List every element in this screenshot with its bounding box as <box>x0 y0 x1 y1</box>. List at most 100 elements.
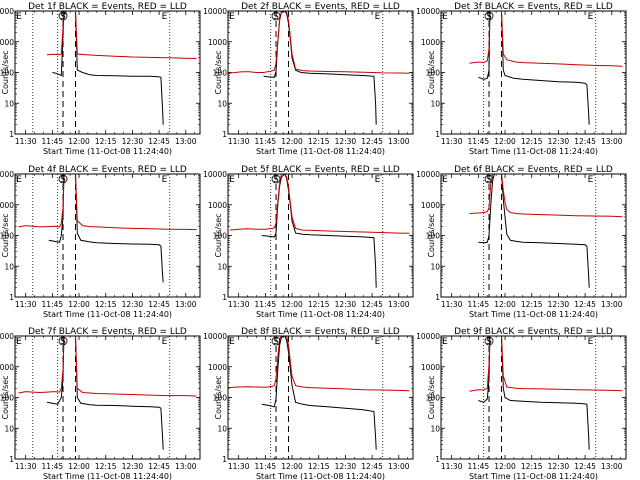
x-tick-label: 13:00 <box>601 462 623 471</box>
edge-marker-label: E <box>16 12 22 22</box>
panel-title: Det 8f BLACK = Events, RED = LLD <box>241 327 400 337</box>
x-tick-label: 13:00 <box>601 137 623 146</box>
series-line-lld <box>18 174 197 231</box>
start-marker-label: S <box>60 12 66 22</box>
edge-marker-label: E <box>442 175 448 185</box>
series-line-lld <box>18 336 197 397</box>
edge-marker-label: E <box>16 337 22 347</box>
y-axis-label: Counts/sec <box>1 213 10 257</box>
x-tick-label: 11:45 <box>468 137 490 146</box>
end-marker-label: E <box>162 12 168 22</box>
x-tick-label: 11:45 <box>42 137 64 146</box>
x-tick-label: 12:00 <box>68 300 90 309</box>
y-axis-label: Counts/sec <box>427 213 436 257</box>
series-line-events <box>478 11 590 125</box>
start-marker-circle <box>484 174 494 184</box>
start-marker-circle <box>58 174 68 184</box>
end-marker-label: E <box>162 337 168 347</box>
x-tick-label: 12:00 <box>281 137 303 146</box>
y-tick-label: 1000 <box>208 38 227 47</box>
x-tick-label: 12:15 <box>308 462 330 471</box>
y-tick-label: 1000 <box>421 201 440 210</box>
x-tick-label: 12:45 <box>361 462 383 471</box>
panel-title: Det 1f BLACK = Events, RED = LLD <box>28 2 187 12</box>
end-marker-label: E <box>588 175 594 185</box>
x-axis-label: Start Time (11-Oct-08 11:24:40) <box>256 472 385 480</box>
panel-8: Det 8f BLACK = Events, RED = LLD Counts/s… <box>203 327 414 480</box>
y-axis-label: Counts/sec <box>214 375 223 419</box>
x-tick-label: 12:45 <box>574 137 596 146</box>
x-tick-label: 11:45 <box>468 300 490 309</box>
start-marker-label: S <box>60 337 66 347</box>
panel-title: Det 4f BLACK = Events, RED = LLD <box>28 165 187 175</box>
panel-7: Det 7f BLACK = Events, RED = LLD Counts/s… <box>0 327 201 480</box>
y-tick-label: 1 <box>435 130 440 139</box>
x-tick-label: 12:30 <box>548 462 570 471</box>
x-tick-label: 12:15 <box>521 300 543 309</box>
y-tick-label: 10000 <box>203 7 227 16</box>
x-tick-label: 12:30 <box>548 137 570 146</box>
x-tick-label: 12:15 <box>521 137 543 146</box>
series-line-lld <box>469 336 623 392</box>
y-tick-label: 10 <box>430 424 440 433</box>
x-axis-label: Start Time (11-Oct-08 11:24:40) <box>469 310 598 319</box>
plot-frame <box>227 10 414 135</box>
edge-marker-label: E <box>229 337 235 347</box>
series-line-lld <box>228 11 410 74</box>
y-tick-label: 1000 <box>0 363 14 372</box>
y-tick-label: 1000 <box>0 38 14 47</box>
edge-marker-label: E <box>16 175 22 185</box>
start-marker-circle <box>484 336 494 346</box>
x-tick-label: 11:45 <box>255 137 277 146</box>
x-tick-label: 12:30 <box>548 300 570 309</box>
y-tick-label: 1 <box>435 455 440 464</box>
series-line-lld <box>228 336 410 392</box>
x-tick-label: 13:00 <box>601 300 623 309</box>
x-tick-label: 12:30 <box>335 300 357 309</box>
x-tick-label: 12:00 <box>494 137 516 146</box>
panel-title: Det 9f BLACK = Events, RED = LLD <box>454 327 613 337</box>
y-tick-label: 100 <box>426 69 441 78</box>
x-tick-label: 12:15 <box>95 300 117 309</box>
x-tick-label: 11:45 <box>255 300 277 309</box>
x-axis-label: Start Time (11-Oct-08 11:24:40) <box>469 472 598 480</box>
x-tick-label: 13:00 <box>175 137 197 146</box>
x-tick-label: 11:30 <box>228 462 250 471</box>
x-tick-label: 13:00 <box>388 300 410 309</box>
series-line-events <box>478 336 590 450</box>
panel-3: Det 3f BLACK = Events, RED = LLD Counts/s… <box>416 2 627 156</box>
x-tick-label: 12:00 <box>68 137 90 146</box>
x-tick-label: 11:30 <box>441 137 463 146</box>
y-tick-label: 1 <box>222 293 227 302</box>
start-marker-circle <box>271 336 281 346</box>
y-tick-label: 1 <box>435 293 440 302</box>
x-tick-label: 12:15 <box>308 137 330 146</box>
y-tick-label: 1000 <box>208 201 227 210</box>
start-marker-label: S <box>486 337 492 347</box>
panel-title: Det 5f BLACK = Events, RED = LLD <box>241 165 400 175</box>
plot-frame <box>14 10 201 135</box>
x-axis-label: Start Time (11-Oct-08 11:24:40) <box>256 310 385 319</box>
y-tick-label: 1000 <box>421 38 440 47</box>
x-tick-label: 12:45 <box>361 137 383 146</box>
y-tick-label: 10 <box>430 99 440 108</box>
x-tick-label: 11:30 <box>228 300 250 309</box>
panel-9: Det 9f BLACK = Events, RED = LLD Counts/s… <box>416 327 627 480</box>
start-marker-circle <box>484 11 494 21</box>
x-tick-label: 13:00 <box>388 462 410 471</box>
y-tick-label: 1 <box>222 130 227 139</box>
series-line-events <box>478 174 590 288</box>
x-tick-label: 11:30 <box>228 137 250 146</box>
y-tick-label: 1 <box>222 455 227 464</box>
plot-frame <box>227 335 414 460</box>
y-tick-label: 1000 <box>0 201 14 210</box>
x-tick-label: 12:45 <box>148 300 170 309</box>
x-tick-label: 12:00 <box>281 462 303 471</box>
y-tick-label: 1 <box>9 130 14 139</box>
y-tick-label: 100 <box>0 232 14 241</box>
x-tick-label: 12:15 <box>95 462 117 471</box>
edge-marker-label: E <box>442 12 448 22</box>
panel-5: Det 5f BLACK = Events, RED = LLD Counts/s… <box>203 165 414 319</box>
x-tick-label: 12:30 <box>122 462 144 471</box>
